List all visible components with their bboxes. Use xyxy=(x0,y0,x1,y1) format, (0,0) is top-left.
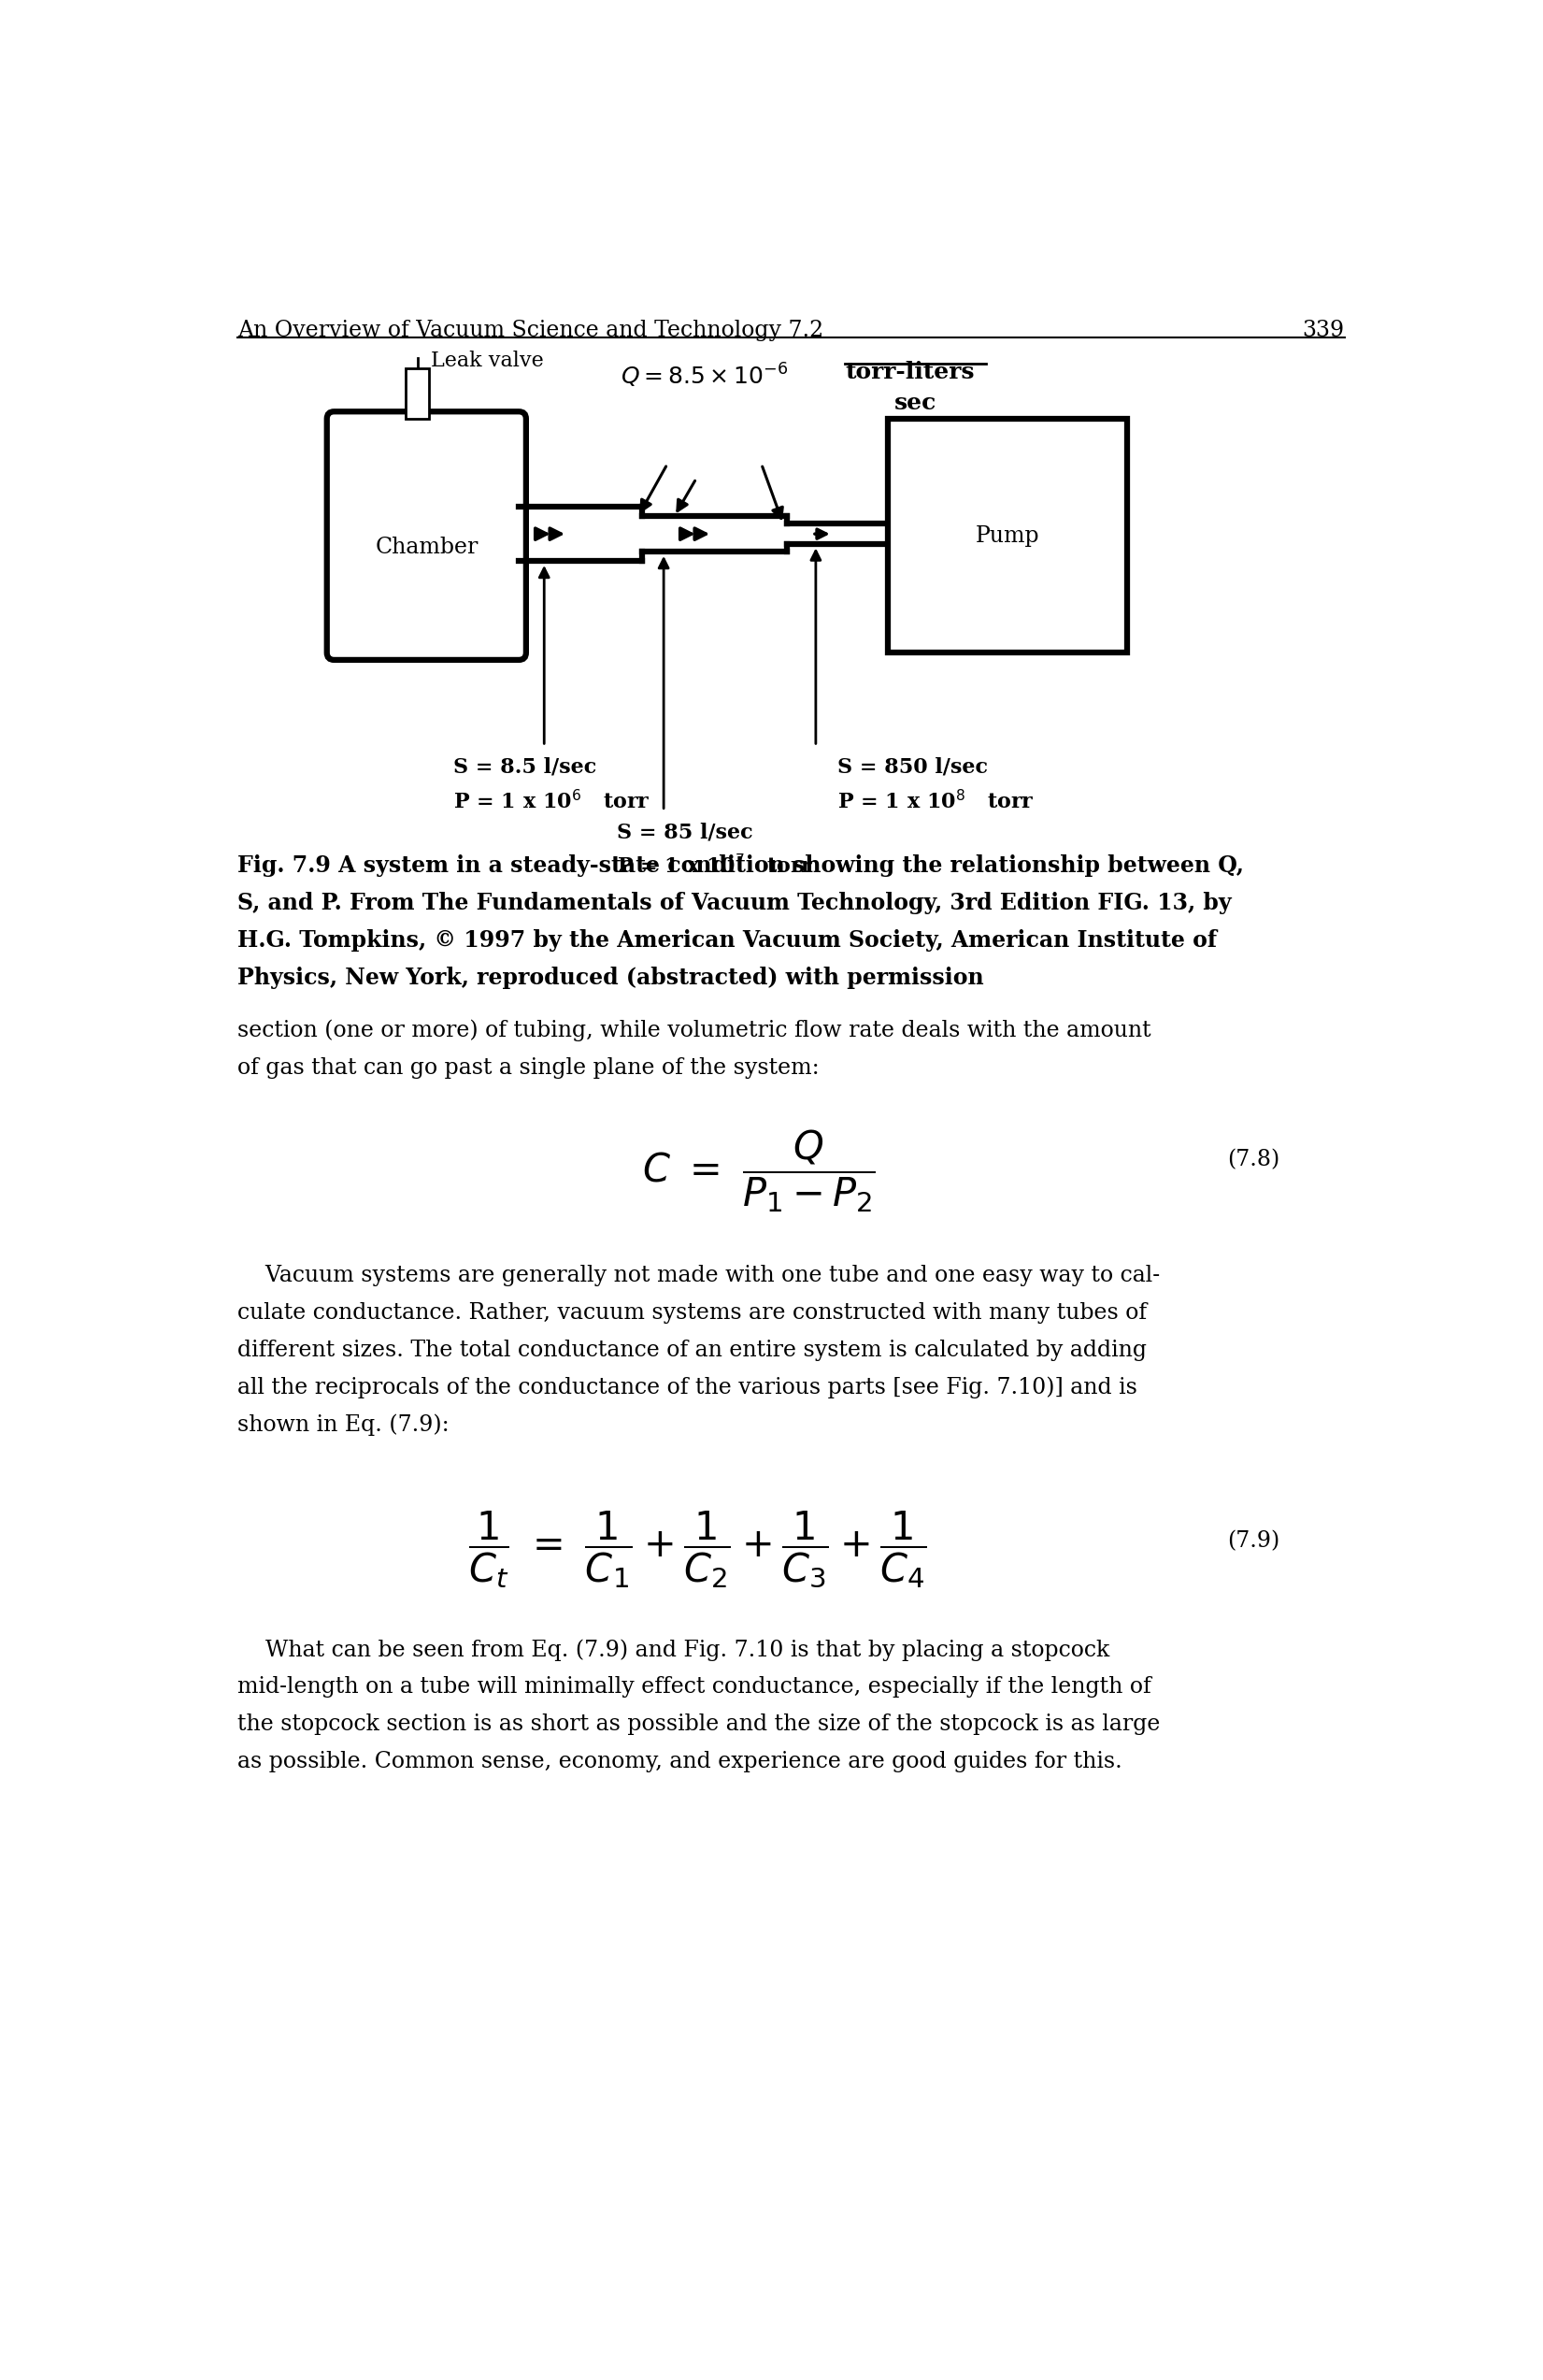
Text: (7.9): (7.9) xyxy=(1227,1530,1279,1552)
Text: as possible. Common sense, economy, and experience are good guides for this.: as possible. Common sense, economy, and … xyxy=(238,1752,1123,1773)
Text: P = 1 x 10$^7$   torr: P = 1 x 10$^7$ torr xyxy=(617,854,813,878)
Text: torr-liters: torr-liters xyxy=(844,362,974,383)
Text: S, and P. From The Fundamentals of Vacuum Technology, 3rd Edition FIG. 13, by: S, and P. From The Fundamentals of Vacuu… xyxy=(238,892,1231,914)
Text: Chamber: Chamber xyxy=(375,536,478,559)
Text: section (one or more) of tubing, while volumetric flow rate deals with the amoun: section (one or more) of tubing, while v… xyxy=(238,1019,1151,1042)
Text: S = 8.5 l/sec: S = 8.5 l/sec xyxy=(454,757,597,778)
Text: H.G. Tompkins, © 1997 by the American Vacuum Society, American Institute of: H.G. Tompkins, © 1997 by the American Va… xyxy=(238,928,1217,952)
Bar xyxy=(889,419,1128,652)
Text: the stopcock section is as short as possible and the size of the stopcock is as : the stopcock section is as short as poss… xyxy=(238,1714,1160,1735)
Text: mid-length on a tube will minimally effect conductance, especially if the length: mid-length on a tube will minimally effe… xyxy=(238,1676,1151,1697)
Text: What can be seen from Eq. (7.9) and Fig. 7.10 is that by placing a stopcock: What can be seen from Eq. (7.9) and Fig.… xyxy=(238,1640,1109,1661)
Text: all the reciprocals of the conductance of the various parts [see Fig. 7.10)] and: all the reciprocals of the conductance o… xyxy=(238,1376,1137,1399)
Text: (7.8): (7.8) xyxy=(1227,1150,1279,1171)
Text: 339: 339 xyxy=(1302,321,1344,343)
Bar xyxy=(406,369,429,419)
Text: $Q = 8.5 \times 10^{-6}$: $Q = 8.5 \times 10^{-6}$ xyxy=(620,362,788,390)
Text: of gas that can go past a single plane of the system:: of gas that can go past a single plane o… xyxy=(238,1057,819,1078)
Text: Vacuum systems are generally not made with one tube and one easy way to cal-: Vacuum systems are generally not made wi… xyxy=(238,1264,1160,1285)
Text: P = 1 x 10$^8$   torr: P = 1 x 10$^8$ torr xyxy=(838,790,1034,814)
Text: sec: sec xyxy=(893,390,937,414)
Text: Pump: Pump xyxy=(975,526,1040,547)
FancyBboxPatch shape xyxy=(327,412,526,659)
Text: culate conductance. Rather, vacuum systems are constructed with many tubes of: culate conductance. Rather, vacuum syste… xyxy=(238,1302,1148,1323)
Text: Leak valve: Leak valve xyxy=(430,350,543,371)
Text: $C\ =\ \dfrac{Q}{P_1 - P_2}$: $C\ =\ \dfrac{Q}{P_1 - P_2}$ xyxy=(642,1128,875,1214)
Text: $\dfrac{1}{C_t}\ =\ \dfrac{1}{C_1} + \dfrac{1}{C_2} + \dfrac{1}{C_3} + \dfrac{1}: $\dfrac{1}{C_t}\ =\ \dfrac{1}{C_1} + \df… xyxy=(468,1509,927,1590)
Text: Fig. 7.9 A system in a steady-state condition showing the relationship between Q: Fig. 7.9 A system in a steady-state cond… xyxy=(238,854,1244,876)
Text: S = 85 l/sec: S = 85 l/sec xyxy=(617,821,753,843)
Text: shown in Eq. (7.9):: shown in Eq. (7.9): xyxy=(238,1414,449,1435)
Text: P = 1 x 10$^6$   torr: P = 1 x 10$^6$ torr xyxy=(454,790,651,814)
Text: An Overview of Vacuum Science and Technology 7.2: An Overview of Vacuum Science and Techno… xyxy=(238,321,824,343)
Text: different sizes. The total conductance of an entire system is calculated by addi: different sizes. The total conductance o… xyxy=(238,1340,1146,1361)
Text: Physics, New York, reproduced (abstracted) with permission: Physics, New York, reproduced (abstracte… xyxy=(238,966,984,990)
Text: S = 850 l/sec: S = 850 l/sec xyxy=(838,757,988,778)
